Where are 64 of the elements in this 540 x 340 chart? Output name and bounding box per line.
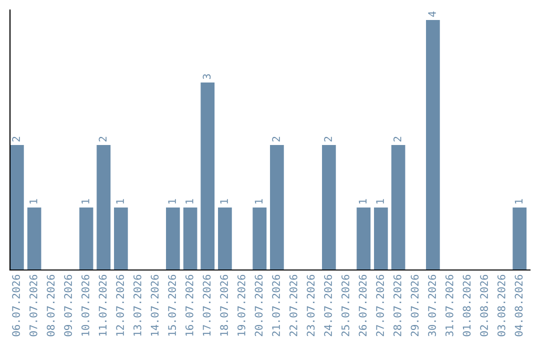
x-tick-label: 28.07.2026 bbox=[393, 274, 402, 336]
x-tick-label: 31.07.2026 bbox=[445, 274, 454, 336]
data-label: 1 bbox=[220, 199, 228, 204]
x-tick-label: 16.07.2026 bbox=[185, 274, 194, 336]
x-tick-label: 30.07.2026 bbox=[428, 274, 436, 336]
x-tick-label: 07.07.2026 bbox=[29, 274, 38, 336]
data-label: 2 bbox=[12, 136, 20, 142]
bar bbox=[512, 208, 527, 270]
x-tick-label: 12.07.2026 bbox=[116, 274, 124, 336]
x-tick-label: 17.07.2026 bbox=[202, 274, 211, 336]
x-tick-label: 27.07.2026 bbox=[376, 274, 384, 336]
data-label: 1 bbox=[168, 199, 176, 204]
x-tick-label: 02.08.2026 bbox=[480, 274, 488, 336]
x-tick-label: 26.07.2026 bbox=[358, 274, 367, 336]
bar bbox=[27, 208, 42, 270]
bar bbox=[79, 208, 94, 270]
x-tick-label: 03.08.2026 bbox=[497, 274, 506, 336]
bar bbox=[10, 145, 24, 270]
x-tick-label: 14.07.2026 bbox=[150, 274, 159, 336]
x-tick-label: 15.07.2026 bbox=[168, 274, 176, 336]
bar bbox=[200, 82, 215, 270]
bar bbox=[96, 145, 111, 270]
bar bbox=[374, 208, 388, 270]
data-label: 1 bbox=[186, 199, 194, 204]
data-label: 1 bbox=[82, 199, 90, 204]
x-tick-label: 23.07.2026 bbox=[306, 274, 315, 336]
bar bbox=[183, 208, 198, 270]
data-label: 1 bbox=[358, 199, 366, 204]
data-label: 2 bbox=[98, 136, 106, 142]
x-tick-label: 09.07.2026 bbox=[64, 274, 72, 336]
data-label: 2 bbox=[272, 136, 280, 142]
x-tick-label: 19.07.2026 bbox=[237, 274, 246, 336]
data-label: 2 bbox=[324, 136, 332, 142]
bar bbox=[322, 145, 336, 270]
bar bbox=[114, 208, 128, 270]
x-tick-label: 08.07.2026 bbox=[46, 274, 55, 336]
bar bbox=[426, 20, 440, 270]
bar bbox=[218, 208, 232, 270]
x-tick-label: 04.08.2026 bbox=[514, 274, 523, 336]
x-tick-label: 18.07.2026 bbox=[220, 274, 228, 336]
x-tick-label: 22.07.2026 bbox=[289, 274, 298, 336]
data-label: 4 bbox=[428, 11, 436, 17]
data-label: 1 bbox=[116, 199, 124, 204]
bar bbox=[356, 208, 371, 270]
x-tick-label: 20.07.2026 bbox=[254, 274, 263, 336]
x-tick-label: 01.08.2026 bbox=[462, 274, 471, 336]
data-label: 1 bbox=[376, 199, 384, 204]
x-tick-label: 06.07.2026 bbox=[12, 274, 20, 336]
x-tick-label: 29.07.2026 bbox=[410, 274, 419, 336]
x-tick-label: 13.07.2026 bbox=[133, 274, 142, 336]
bar bbox=[166, 208, 180, 270]
x-tick-label: 25.07.2026 bbox=[341, 274, 350, 336]
data-label: 1 bbox=[30, 199, 38, 204]
data-label: 3 bbox=[202, 74, 211, 80]
data-label: 1 bbox=[514, 199, 522, 204]
data-label: 2 bbox=[393, 136, 402, 142]
x-tick-label: 11.07.2026 bbox=[98, 274, 107, 336]
x-tick-label: 21.07.2026 bbox=[272, 274, 280, 336]
bar bbox=[252, 208, 267, 270]
x-tick-label: 10.07.2026 bbox=[81, 274, 90, 336]
bar bbox=[270, 145, 284, 270]
x-tick-label: 24.07.2026 bbox=[324, 274, 332, 336]
bar bbox=[391, 145, 406, 270]
data-label: 1 bbox=[254, 199, 262, 204]
